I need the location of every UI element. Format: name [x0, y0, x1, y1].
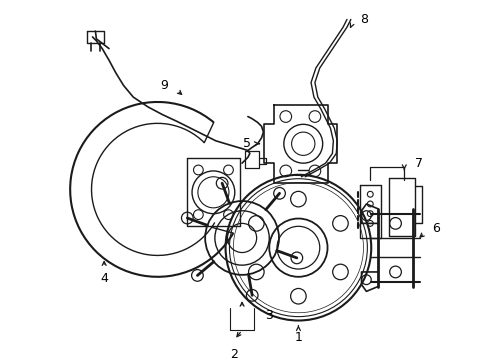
Text: 2: 2 [230, 348, 238, 360]
Text: 4: 4 [100, 272, 108, 285]
Text: 8: 8 [360, 13, 367, 26]
Text: 6: 6 [431, 222, 439, 235]
Text: 9: 9 [160, 79, 168, 92]
Text: 3: 3 [265, 309, 273, 322]
Text: 1: 1 [294, 332, 302, 345]
Text: 5: 5 [243, 137, 250, 150]
Text: 7: 7 [414, 157, 422, 170]
